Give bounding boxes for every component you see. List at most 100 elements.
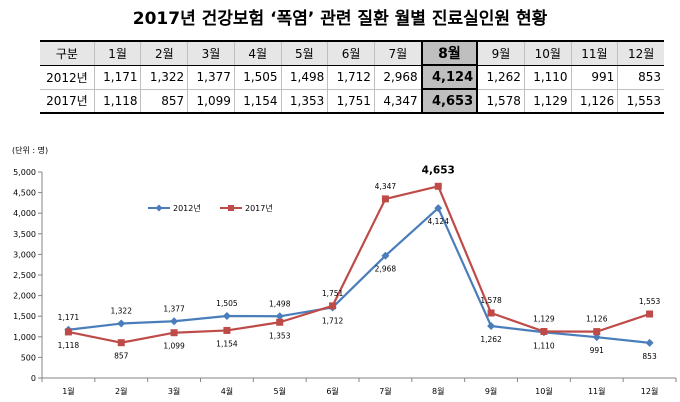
x-tick-label: 8월 — [432, 386, 444, 396]
data-label: 1,377 — [163, 304, 185, 313]
data-point-diamond — [170, 317, 179, 326]
table-cell: 1,099 — [187, 88, 235, 114]
data-label: 1,129 — [533, 314, 555, 323]
table-cell: 1,505 — [233, 64, 282, 89]
table-col-header: 4월 — [233, 40, 282, 66]
table-cell: 1,110 — [523, 64, 572, 89]
y-tick-label: 500 — [21, 353, 36, 362]
table-col-header: 2월 — [140, 40, 189, 66]
table-corner-header: 구분 — [40, 40, 95, 66]
table-col-header: 1월 — [93, 40, 142, 66]
data-label: 1,553 — [639, 297, 661, 306]
table-cell: 4,347 — [373, 88, 423, 114]
x-tick-label: 6월 — [326, 386, 338, 396]
table-col-header: 3월 — [187, 40, 235, 66]
unit-label: (단위 : 명) — [12, 145, 48, 155]
data-label: 991 — [590, 346, 605, 355]
y-tick-label: 2,000 — [13, 292, 36, 301]
chart-legend: 2012년 2017년 — [148, 203, 273, 213]
table-cell: 1,553 — [617, 88, 664, 114]
data-table: 구분 1월 2월 3월 4월 5월 6월 7월 8월 9월 10월 11월 12… — [40, 40, 664, 114]
data-point-square — [487, 309, 495, 317]
data-point-diamond — [487, 322, 496, 331]
y-tick-label: 1,500 — [13, 312, 36, 321]
table-row: 2017년 1,118 857 1,099 1,154 1,353 1,751 … — [40, 88, 664, 114]
x-tick-label: 10월 — [535, 386, 553, 396]
data-label: 1,751 — [322, 289, 344, 298]
table-cell: 2,968 — [373, 64, 423, 89]
data-label: 1,322 — [111, 307, 133, 316]
legend-marker-diamond — [155, 204, 163, 212]
table-cell: 1,322 — [140, 64, 189, 89]
table-header-row: 구분 1월 2월 3월 4월 5월 6월 7월 8월 9월 10월 11월 12… — [40, 40, 664, 66]
table-col-header: 6월 — [327, 40, 375, 66]
table-row: 2012년 1,171 1,322 1,377 1,505 1,498 1,71… — [40, 64, 664, 90]
series-2: 1,118 857 1,099 1,154 1,353 1,751 4,347 4,653 1,… — [58, 164, 661, 360]
data-label: 1,353 — [269, 331, 291, 340]
line-chart: (단위 : 명) 0 500 1,000 1,500 2,000 2,500 3,000 3,… — [12, 145, 677, 396]
data-point-square — [223, 326, 231, 334]
data-label: 1,505 — [216, 299, 238, 308]
data-point-square — [170, 329, 178, 337]
x-tick-label: 11월 — [588, 386, 606, 396]
data-label: 1,712 — [322, 316, 344, 325]
table-cell-highlighted: 4,124 — [420, 64, 479, 90]
data-point-square — [276, 318, 284, 326]
data-label: 853 — [642, 352, 657, 361]
data-point-diamond — [434, 204, 443, 213]
series-line — [68, 185, 650, 344]
x-tick-label: 1월 — [62, 386, 74, 396]
x-tick-label: 4월 — [221, 386, 233, 396]
page-title: 2017년 건강보험 ‘폭염’ 관련 질환 월별 진료실인원 현황 — [132, 9, 548, 29]
table-col-header: 5월 — [280, 40, 329, 66]
data-point-diamond — [645, 338, 654, 347]
x-tick-label: 3월 — [168, 386, 180, 396]
table-col-header: 10월 — [523, 40, 572, 66]
y-tick-label: 2,500 — [13, 271, 36, 280]
data-label: 1,498 — [269, 299, 291, 308]
table-col-header: 7월 — [373, 40, 423, 66]
table-cell: 1,353 — [280, 88, 329, 114]
y-tick-label: 0 — [31, 374, 36, 383]
table-cell: 1,712 — [327, 64, 375, 89]
data-point-diamond — [275, 312, 284, 321]
data-label: 857 — [114, 352, 129, 361]
data-label: 4,653 — [422, 164, 455, 176]
data-label: 4,347 — [375, 182, 397, 191]
data-label: 1,578 — [480, 296, 502, 305]
y-tick-label: 3,000 — [13, 250, 36, 259]
data-point-square — [64, 328, 72, 336]
table-cell: 1,751 — [327, 88, 375, 114]
x-tick-label: 5월 — [274, 386, 286, 396]
table-col-header: 12월 — [617, 40, 664, 66]
legend-label: 2017년 — [245, 203, 273, 213]
y-tick-label: 3,500 — [13, 230, 36, 239]
data-label: 1,154 — [216, 339, 238, 348]
data-label: 4,124 — [428, 217, 450, 226]
table-cell-highlighted: 4,653 — [420, 88, 479, 114]
y-tick-label: 5,000 — [13, 168, 36, 177]
table-cell: 1,578 — [476, 88, 525, 114]
data-point-diamond — [117, 319, 126, 328]
data-point-square — [381, 195, 389, 203]
table-cell: 1,118 — [93, 88, 142, 114]
y-tick-label: 4,500 — [13, 189, 36, 198]
data-point-square — [540, 327, 548, 335]
data-label: 1,099 — [163, 342, 185, 351]
series-line — [68, 206, 650, 344]
table-col-header-highlighted: 8월 — [420, 40, 479, 66]
table-cell: 1,126 — [570, 88, 619, 114]
table-cell: 1,154 — [233, 88, 282, 114]
table-cell: 1,498 — [280, 64, 329, 89]
y-tick-label: 4,000 — [13, 209, 36, 218]
table-cell: 1,377 — [187, 64, 235, 89]
data-point-diamond — [381, 251, 390, 260]
data-label: 1,126 — [586, 315, 608, 324]
table-cell: 857 — [140, 88, 189, 114]
data-label: 2,968 — [375, 265, 397, 274]
series-layer: 1,171 1,322 1,377 1,505 1,498 1,712 2,968 4,124… — [58, 164, 661, 361]
table-cell: 853 — [617, 64, 664, 89]
data-point-square — [646, 310, 654, 318]
x-tick-label: 2월 — [115, 386, 127, 396]
table-row-label: 2017년 — [40, 88, 95, 114]
